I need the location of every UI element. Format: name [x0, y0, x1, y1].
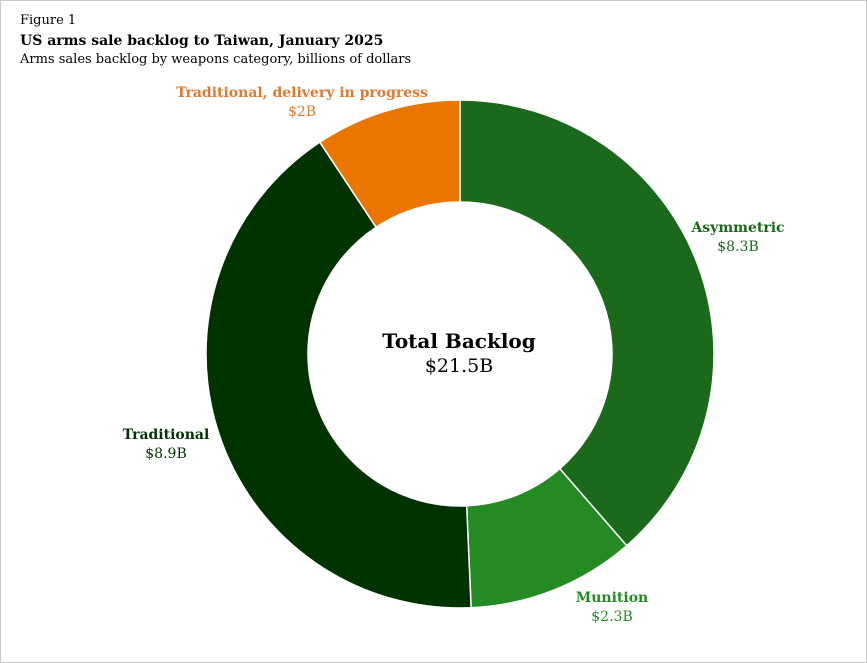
label-name-asymmetric: Asymmetric	[690, 220, 784, 236]
figure-label: Figure 1	[20, 13, 77, 28]
label-name-traditional: Traditional	[123, 427, 210, 443]
chart-title: US arms sale backlog to Taiwan, January …	[20, 33, 384, 49]
label-name-traditional-delivery-in-progress: Traditional, delivery in progress	[176, 85, 428, 101]
label-value-asymmetric: $8.3B	[717, 239, 758, 255]
slice-asymmetric	[459, 99, 715, 547]
label-value-traditional: $8.9B	[145, 446, 186, 462]
label-name-munition: Munition	[576, 590, 648, 606]
chart-subtitle: Arms sales backlog by weapons category, …	[20, 52, 412, 67]
label-value-munition: $2.3B	[591, 609, 632, 625]
slice-traditional	[205, 141, 472, 609]
center-value: $21.5B	[425, 355, 493, 377]
slice-labels: Asymmetric $8.3B Munition $2.3B Traditional $…	[123, 85, 785, 625]
label-value-traditional-delivery-in-progress: $2B	[288, 104, 316, 120]
slice-traditional-delivery-in-progress	[318, 99, 461, 229]
center-title: Total Backlog	[382, 329, 536, 353]
donut-slices	[205, 99, 715, 609]
